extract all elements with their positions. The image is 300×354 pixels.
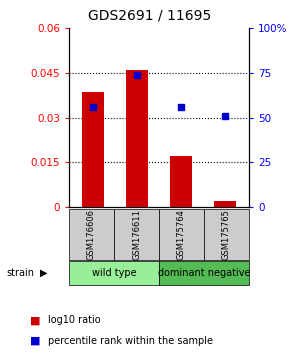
Text: dominant negative: dominant negative: [158, 268, 250, 278]
Text: GSM176611: GSM176611: [132, 209, 141, 260]
Text: ■: ■: [30, 336, 40, 346]
Bar: [126, 70, 148, 207]
Text: ▶: ▶: [40, 268, 47, 278]
Text: percentile rank within the sample: percentile rank within the sample: [48, 336, 213, 346]
Text: GSM175764: GSM175764: [177, 209, 186, 260]
Text: strain: strain: [6, 268, 34, 278]
Point: [91, 104, 95, 110]
Text: GSM176606: GSM176606: [87, 209, 96, 260]
Text: log10 ratio: log10 ratio: [48, 315, 100, 325]
Text: ■: ■: [30, 315, 40, 325]
Point: [178, 104, 183, 110]
Text: wild type: wild type: [92, 268, 136, 278]
Bar: [170, 156, 192, 207]
Text: GSM175765: GSM175765: [222, 209, 231, 260]
Bar: [82, 92, 104, 207]
Point: [135, 72, 140, 78]
Bar: [214, 201, 236, 207]
Text: GDS2691 / 11695: GDS2691 / 11695: [88, 9, 212, 23]
Point: [223, 113, 227, 119]
